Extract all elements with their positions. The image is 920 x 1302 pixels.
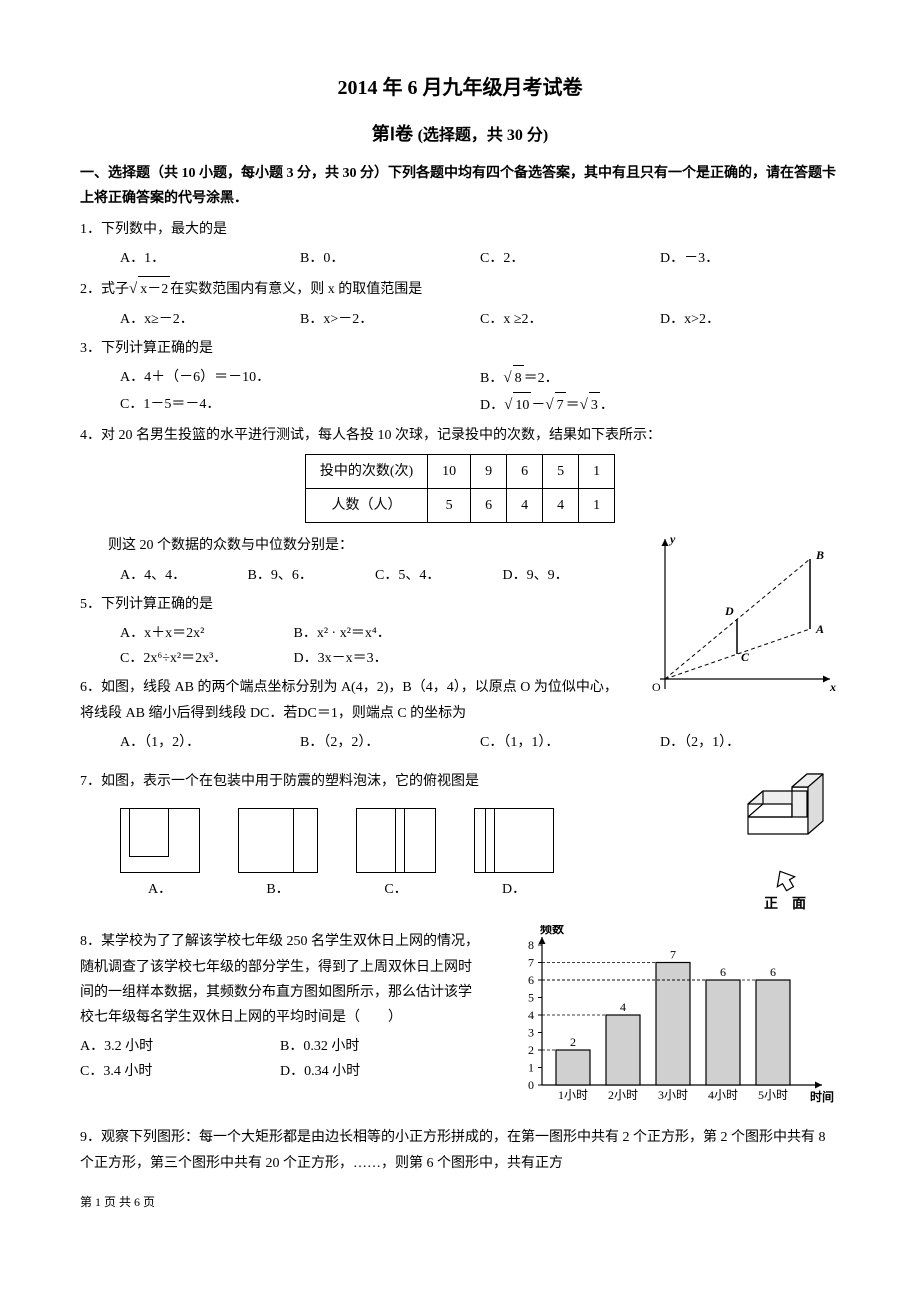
q3-opt-a: A．4＋（－6）＝－10．: [120, 365, 480, 392]
subtitle-note: (选择题，共 30 分): [418, 127, 549, 144]
svg-text:2小时: 2小时: [608, 1088, 638, 1102]
svg-text:3: 3: [528, 1026, 534, 1040]
q7-stem: 7．如图，表示一个在包装中用于防震的塑料泡沫，它的俯视图是: [80, 769, 720, 794]
svg-text:2: 2: [528, 1043, 534, 1057]
q2-stem: 2．式子√x－2在实数范围内有意义，则 x 的取值范围是: [80, 276, 840, 303]
svg-text:1: 1: [528, 1061, 534, 1075]
svg-text:1小时: 1小时: [558, 1088, 588, 1102]
q7-opt-b: B．: [238, 808, 318, 902]
q6-opt-c: C．（1，1）．: [480, 730, 660, 755]
q6-stem: 6．如图，线段 AB 的两个端点坐标分别为 A(4，2)，B（4，4），以原点 …: [80, 675, 630, 725]
q8-stem: 8．某学校为了了解该学校七年级 250 名学生双休日上网的情况，随机调查了该学校…: [80, 929, 480, 1030]
page-title: 2014 年 6 月九年级月考试卷: [80, 70, 840, 106]
svg-text:D: D: [724, 604, 734, 618]
q5-opt-c: C．2x⁶÷x²＝2x³．: [120, 646, 290, 671]
q4-table: 投中的次数(次) 10 9 6 5 1 人数（人） 5 6 4 4 1: [305, 454, 615, 523]
svg-text:C: C: [741, 650, 750, 664]
svg-text:频数: 频数: [540, 925, 565, 936]
svg-text:时间: 时间: [810, 1089, 834, 1104]
q2-opt-b: B．x>－2．: [300, 307, 480, 332]
q9-stem: 9．观察下列图形：每一个大矩形都是由边长相等的小正方形拼成的，在第一图形中共有 …: [80, 1125, 840, 1175]
q7-opt-d: D．: [474, 808, 554, 902]
q6-graph: O x y A B C D: [640, 529, 840, 699]
q4-post: 则这 20 个数据的众数与中位数分别是：: [80, 533, 630, 558]
q6-opt-d: D．（2，1）．: [660, 730, 840, 755]
q4-opt-a: A．4、4．: [120, 563, 248, 588]
q6-opt-b: B．（2，2）．: [300, 730, 480, 755]
q1-opt-c: C．2．: [480, 246, 660, 271]
svg-text:B: B: [815, 548, 824, 562]
q7-opt-c: C．: [356, 808, 436, 902]
svg-text:3小时: 3小时: [658, 1088, 688, 1102]
svg-text:5小时: 5小时: [758, 1088, 788, 1102]
q1-opt-b: B．0．: [300, 246, 480, 271]
svg-text:x: x: [829, 680, 836, 694]
q4-opt-b: B．9、6．: [248, 563, 376, 588]
svg-text:O: O: [652, 680, 661, 694]
q3-opt-d: D．√10－√7＝√3．: [480, 392, 840, 419]
q5-stem: 5．下列计算正确的是: [80, 592, 630, 617]
q5-opt-a: A．x＋x＝2x²: [120, 621, 290, 646]
q2-opt-d: D．x>2．: [660, 307, 840, 332]
section-1-heading: 一、选择题（共 10 小题，每小题 3 分，共 30 分）下列各题中均有四个备选…: [80, 161, 840, 211]
q1-opt-d: D．－3．: [660, 246, 840, 271]
svg-text:7: 7: [670, 948, 676, 962]
q5-opt-d: D．3x－x＝3．: [294, 651, 388, 666]
q1-opt-a: A．1．: [120, 246, 300, 271]
svg-text:7: 7: [528, 956, 534, 970]
q2-opt-a: A．x≥－2．: [120, 307, 300, 332]
svg-text:A: A: [815, 622, 824, 636]
q8-opt-b: B．0.32 小时: [280, 1034, 480, 1059]
subtitle-main: 第Ⅰ卷: [372, 124, 413, 144]
svg-text:6: 6: [528, 973, 534, 987]
q3-stem: 3．下列计算正确的是: [80, 336, 840, 361]
q4-opt-c: C．5、4．: [375, 563, 503, 588]
q8-opt-c: C．3.4 小时: [80, 1059, 280, 1084]
svg-text:5: 5: [528, 991, 534, 1005]
svg-text:2: 2: [570, 1035, 576, 1049]
q8-opt-d: D．0.34 小时: [280, 1059, 480, 1084]
q7-3d-figure: 正 面: [730, 759, 840, 917]
q8-opt-a: A．3.2 小时: [80, 1034, 280, 1059]
q8-histogram: 0 1 2 3 4 5 6 7 8 2 1小时 4 2小时 7 3小时 6 4小时 6 5小时 频数时间: [500, 925, 840, 1115]
q2-opt-c: C．x ≥2．: [480, 307, 660, 332]
svg-text:4小时: 4小时: [708, 1088, 738, 1102]
q4-stem: 4．对 20 名男生投篮的水平进行测试，每人各投 10 次球，记录投中的次数，结…: [80, 423, 840, 448]
q6-opt-a: A．（1，2）．: [120, 730, 300, 755]
q5-opt-b: B．x² · x²＝x⁴．: [294, 626, 391, 641]
svg-text:4: 4: [528, 1008, 534, 1022]
q1-stem: 1．下列数中，最大的是: [80, 217, 840, 242]
page-footer: 第 1 页 共 6 页: [80, 1192, 840, 1214]
q7-opt-a: A．: [120, 808, 200, 902]
q3-opt-b: B．√8＝2．: [480, 365, 840, 392]
svg-text:y: y: [668, 532, 676, 546]
svg-text:6: 6: [770, 965, 776, 979]
subtitle: 第Ⅰ卷 (选择题，共 30 分): [80, 118, 840, 151]
svg-text:8: 8: [528, 938, 534, 952]
q4-opt-d: D．9、9．: [503, 563, 631, 588]
svg-text:6: 6: [720, 965, 726, 979]
q3-opt-c: C．1－5＝－4．: [120, 392, 480, 419]
svg-text:0: 0: [528, 1078, 534, 1092]
svg-text:4: 4: [620, 1000, 626, 1014]
